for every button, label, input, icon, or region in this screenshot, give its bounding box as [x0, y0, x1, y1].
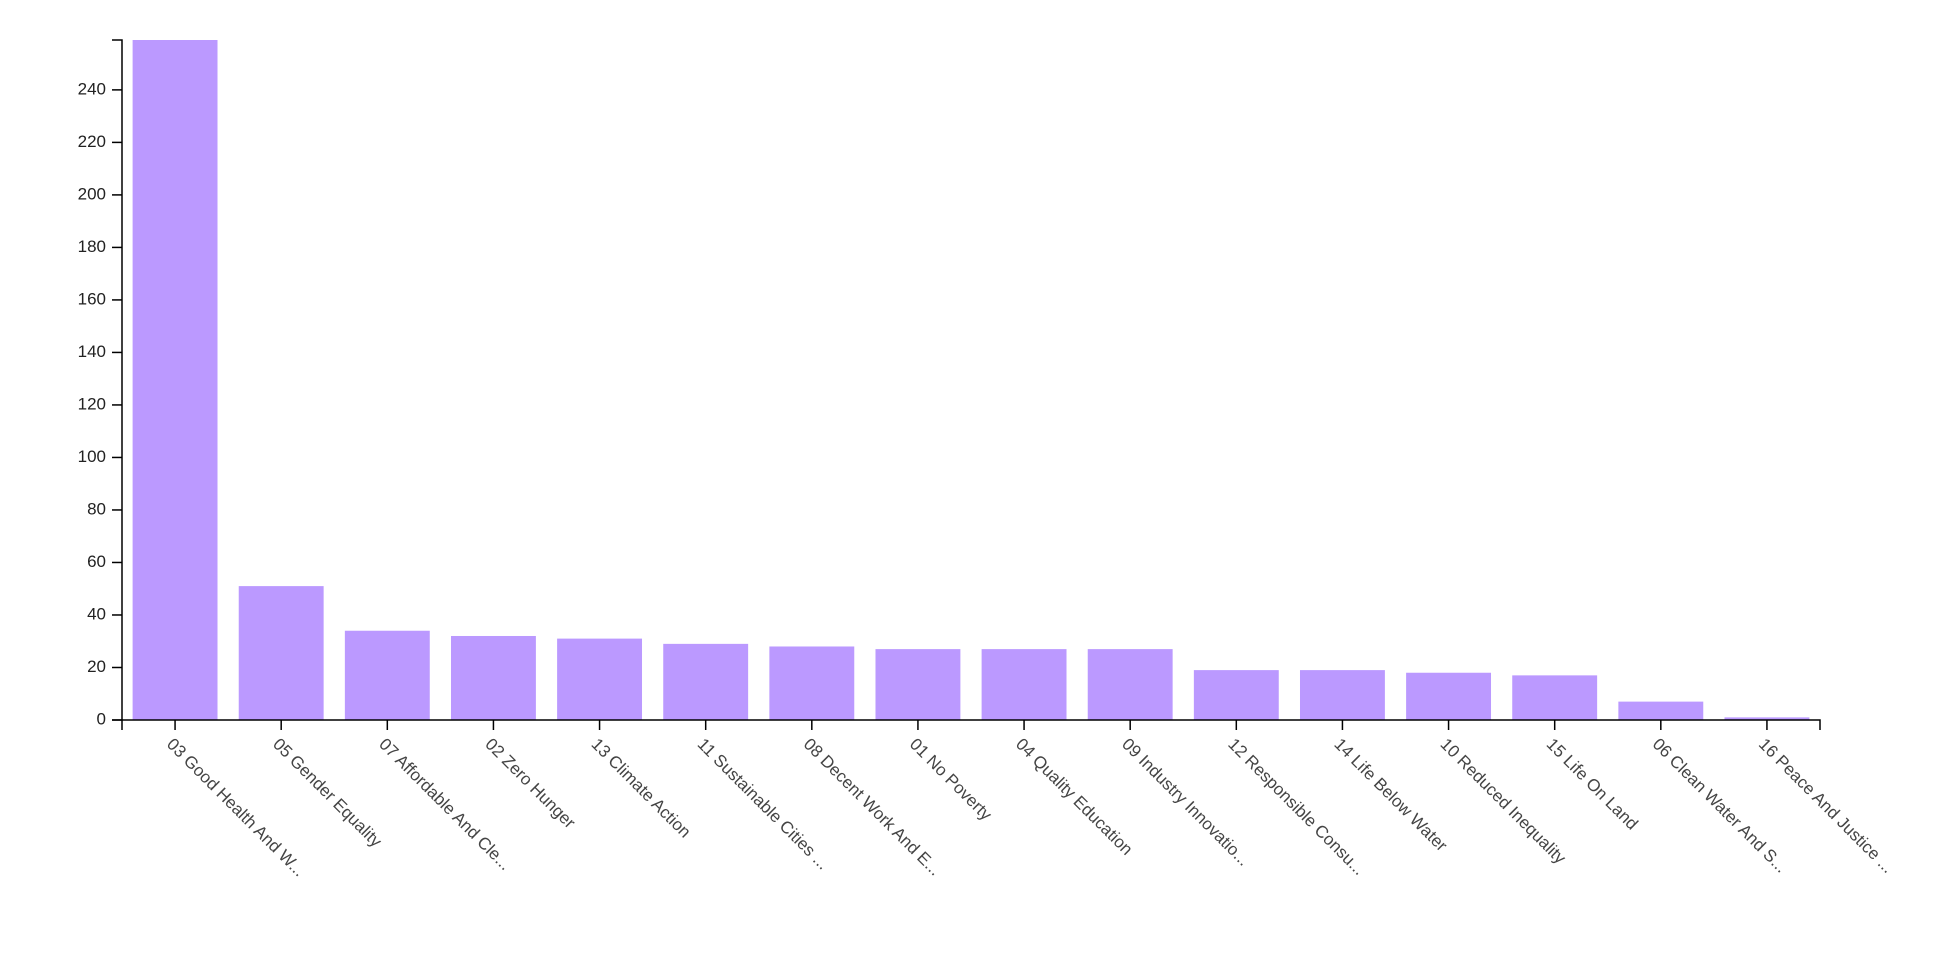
bars-group [132, 40, 1810, 720]
bar [450, 635, 536, 720]
bar [1724, 717, 1810, 720]
bar [1193, 670, 1279, 720]
y-tick-label: 160 [78, 289, 106, 308]
bar [344, 630, 430, 720]
bar [1299, 670, 1385, 720]
y-tick-label: 240 [78, 79, 106, 98]
x-axis-line [121, 719, 1821, 730]
y-axis: 0 20 40 60 80 100 120 140 160 180 200 220 240 [78, 39, 123, 728]
bar [238, 586, 324, 720]
x-category-label: 13 Climate Action [588, 735, 695, 842]
x-category-label: 01 No Poverty [906, 735, 996, 825]
y-tick-label: 120 [78, 394, 106, 413]
bar [132, 40, 218, 720]
y-tick-label: 0 [97, 709, 106, 728]
y-tick-label: 40 [87, 604, 106, 623]
bar [663, 643, 749, 720]
bar [1512, 675, 1598, 720]
x-category-label: 14 Life Below Water [1330, 735, 1451, 856]
bar [1087, 649, 1173, 720]
bar [1618, 701, 1704, 720]
y-tick-label: 20 [87, 657, 106, 676]
bar [875, 649, 961, 720]
y-tick-label: 220 [78, 132, 106, 151]
x-category-label: 05 Gender Equality [269, 735, 386, 852]
x-category-label: 04 Quality Education [1012, 735, 1136, 859]
bar [1406, 672, 1492, 720]
y-tick-label: 80 [87, 499, 106, 518]
x-axis: 03 Good Health And W...05 Gender Equalit… [121, 719, 1897, 880]
y-tick-label: 180 [78, 237, 106, 256]
bar [981, 649, 1067, 720]
x-category-label: 02 Zero Hunger [481, 735, 579, 833]
bar [769, 646, 855, 720]
y-tick-label: 200 [78, 184, 106, 203]
y-tick-label: 100 [78, 447, 106, 466]
y-tick-label: 60 [87, 552, 106, 571]
bar [557, 638, 643, 720]
x-category-label: 15 Life On Land [1543, 735, 1642, 834]
y-tick-label: 140 [78, 342, 106, 361]
